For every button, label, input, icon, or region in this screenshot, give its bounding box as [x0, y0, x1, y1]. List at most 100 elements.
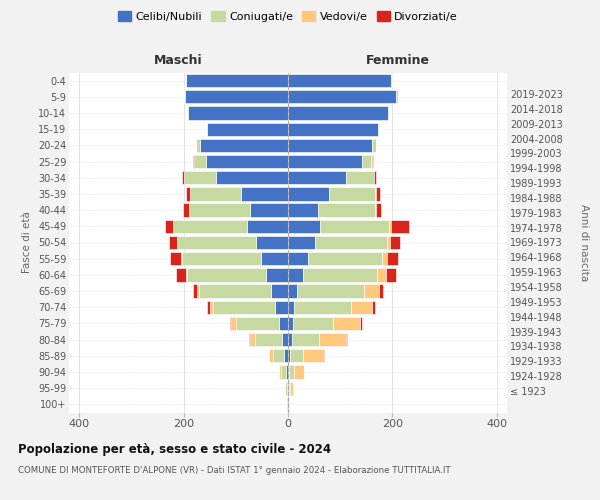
Bar [185, 90, 288, 104]
Bar [288, 366, 289, 378]
Bar [388, 106, 389, 120]
Bar [386, 268, 397, 281]
Bar [187, 268, 266, 281]
Bar [289, 366, 294, 378]
Bar [170, 252, 181, 266]
Bar [281, 366, 286, 378]
Bar [286, 382, 287, 395]
Bar [194, 155, 206, 168]
Text: Maschi: Maschi [154, 54, 203, 68]
Bar [190, 188, 241, 200]
Bar [261, 252, 288, 266]
Bar [315, 236, 387, 249]
Bar [197, 284, 199, 298]
Bar [178, 236, 256, 249]
Bar [236, 317, 278, 330]
Bar [288, 236, 315, 249]
Bar [289, 382, 290, 395]
Bar [249, 333, 250, 346]
Bar [200, 138, 288, 152]
Bar [377, 122, 379, 136]
Bar [182, 204, 189, 217]
Bar [165, 220, 173, 233]
Bar [231, 317, 236, 330]
Bar [184, 90, 185, 104]
Bar [391, 74, 392, 87]
Bar [269, 349, 273, 362]
Bar [334, 317, 361, 330]
Bar [288, 171, 346, 184]
Text: Femmine: Femmine [365, 54, 430, 68]
Bar [374, 204, 376, 217]
Bar [390, 236, 400, 249]
Bar [288, 106, 388, 120]
Bar [278, 317, 288, 330]
Bar [303, 349, 323, 362]
Bar [185, 74, 186, 87]
Bar [288, 333, 292, 346]
Bar [182, 171, 184, 184]
Bar [187, 106, 188, 120]
Bar [288, 204, 318, 217]
Bar [294, 300, 350, 314]
Bar [275, 300, 288, 314]
Bar [391, 220, 409, 233]
Bar [230, 317, 231, 330]
Bar [288, 90, 397, 104]
Bar [308, 252, 382, 266]
Bar [373, 138, 376, 152]
Bar [247, 220, 288, 233]
Bar [350, 300, 373, 314]
Bar [288, 317, 293, 330]
Bar [323, 349, 324, 362]
Bar [181, 252, 182, 266]
Bar [266, 268, 288, 281]
Bar [279, 366, 281, 378]
Bar [373, 300, 375, 314]
Bar [288, 220, 320, 233]
Bar [377, 268, 386, 281]
Bar [210, 300, 214, 314]
Bar [319, 333, 346, 346]
Bar [186, 268, 187, 281]
Bar [361, 317, 362, 330]
Bar [214, 300, 275, 314]
Bar [382, 252, 387, 266]
Bar [292, 333, 319, 346]
Bar [207, 300, 210, 314]
Bar [298, 284, 364, 298]
Bar [288, 122, 377, 136]
Text: COMUNE DI MONTEFORTE D'ALPONE (VR) - Dati ISTAT 1° gennaio 2024 - Elaborazione T: COMUNE DI MONTEFORTE D'ALPONE (VR) - Dat… [18, 466, 451, 475]
Bar [169, 236, 177, 249]
Bar [273, 349, 284, 362]
Bar [287, 382, 288, 395]
Bar [376, 204, 381, 217]
Bar [379, 284, 383, 298]
Bar [346, 171, 374, 184]
Bar [374, 188, 376, 200]
Bar [186, 74, 288, 87]
Bar [207, 122, 288, 136]
Y-axis label: Fasce di età: Fasce di età [22, 212, 32, 274]
Bar [288, 188, 329, 200]
Bar [288, 138, 373, 152]
Bar [329, 188, 374, 200]
Bar [193, 284, 197, 298]
Bar [193, 155, 194, 168]
Bar [173, 220, 247, 233]
Bar [387, 252, 398, 266]
Bar [288, 252, 308, 266]
Bar [374, 171, 376, 184]
Bar [293, 317, 334, 330]
Bar [250, 204, 288, 217]
Bar [389, 220, 391, 233]
Bar [250, 333, 254, 346]
Bar [294, 366, 304, 378]
Bar [288, 300, 294, 314]
Bar [254, 333, 282, 346]
Bar [241, 188, 288, 200]
Bar [287, 398, 288, 411]
Bar [364, 284, 379, 298]
Bar [318, 204, 374, 217]
Bar [182, 252, 261, 266]
